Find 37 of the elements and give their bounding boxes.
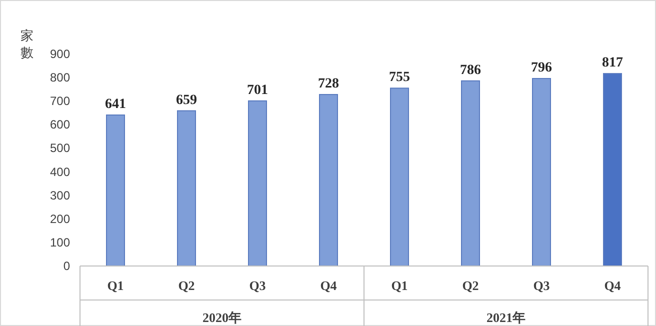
bar — [390, 88, 409, 266]
bar — [461, 80, 480, 266]
data-label: 817 — [602, 56, 623, 71]
x-tick-label: Q4 — [604, 278, 622, 293]
x-tick-label: Q1 — [391, 278, 408, 293]
bar — [603, 73, 622, 266]
y-axis-title: 家數 — [20, 28, 34, 60]
data-label: 796 — [531, 60, 552, 76]
x-tick-label: Q1 — [107, 278, 124, 293]
bar — [177, 110, 196, 266]
x-tick-label: Q3 — [249, 278, 266, 293]
y-tick-label: 700 — [50, 94, 70, 108]
x-tick-label: Q2 — [178, 278, 195, 293]
data-label: 755 — [389, 70, 410, 86]
bar — [532, 78, 551, 266]
text: 2021年 — [486, 310, 526, 325]
y-tick-label: 600 — [50, 118, 70, 132]
data-label: 641 — [105, 97, 126, 112]
y-tick-label: 0 — [63, 259, 70, 273]
y-tick-label: 500 — [50, 141, 70, 156]
data-label: 701 — [247, 82, 268, 98]
y-tick-label: 400 — [50, 164, 70, 179]
y-tick-label: 800 — [50, 70, 70, 85]
bar — [319, 94, 338, 266]
bar — [106, 114, 125, 266]
y-tick-label: 900 — [50, 47, 70, 61]
x-tick-label: Q4 — [320, 278, 338, 293]
data-label: 728 — [318, 76, 339, 92]
y-tick-label: 100 — [50, 235, 70, 250]
x-tick-label: Q2 — [462, 278, 479, 293]
data-label: 659 — [176, 92, 197, 108]
bar — [248, 100, 267, 266]
data-label: 786 — [460, 62, 481, 78]
x-tick-label: Q3 — [533, 278, 550, 293]
y-tick-label: 200 — [50, 212, 70, 226]
text: 2020年 — [202, 310, 242, 325]
y-tick-label: 300 — [50, 188, 70, 202]
